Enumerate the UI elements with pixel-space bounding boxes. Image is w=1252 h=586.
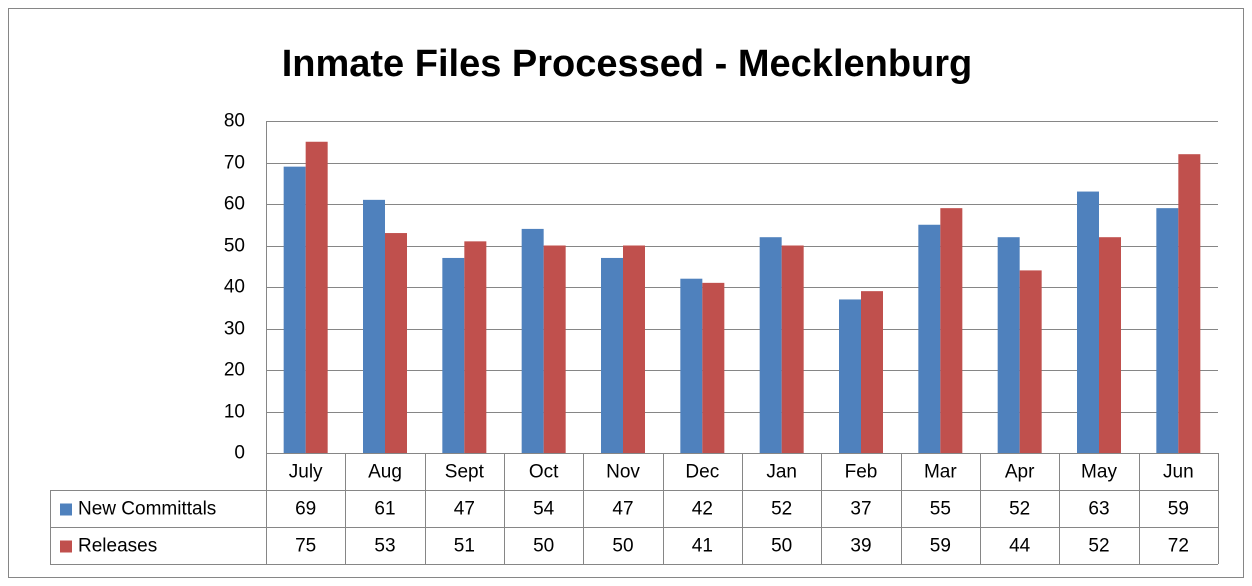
table-value: 51 (454, 536, 475, 557)
bar (543, 245, 566, 453)
y-tick-label: 10 (224, 402, 245, 423)
bar (601, 257, 623, 453)
chart-title: Inmate Files Processed - Mecklenburg (282, 43, 973, 85)
bar (283, 166, 306, 453)
x-tick-label: Jan (766, 462, 797, 483)
bar (363, 199, 385, 453)
legend-key (60, 503, 72, 516)
table-value: 39 (850, 536, 871, 557)
x-tick-label: Aug (368, 462, 402, 483)
bar (305, 141, 328, 453)
table-value: 52 (771, 499, 792, 520)
table-value: 53 (374, 536, 395, 557)
table-value: 61 (374, 499, 395, 520)
table-value: 59 (930, 536, 951, 557)
bar (623, 245, 645, 453)
y-tick-label: 20 (224, 360, 245, 381)
legend-key (60, 540, 72, 553)
y-tick-label: 30 (224, 319, 245, 340)
bar (839, 299, 861, 453)
bar (918, 224, 941, 453)
y-tick-label: 80 (224, 111, 245, 132)
table-value: 44 (1009, 536, 1031, 557)
x-tick-label: Mar (924, 462, 957, 483)
table-value: 37 (850, 499, 871, 520)
table-value: 63 (1088, 499, 1109, 520)
y-tick-label: 0 (234, 443, 245, 464)
y-tick-label: 60 (224, 194, 245, 215)
x-tick-label: Apr (1005, 462, 1035, 483)
bar (1099, 237, 1121, 453)
table-value: 50 (533, 536, 554, 557)
table-value: 72 (1168, 536, 1189, 557)
table-value: 42 (692, 499, 713, 520)
table-value: 47 (454, 499, 475, 520)
bar (1156, 208, 1179, 453)
bar (680, 278, 703, 453)
x-tick-label: Nov (606, 462, 640, 483)
bar (997, 237, 1020, 453)
y-tick-label: 70 (224, 153, 245, 174)
bar (1178, 154, 1201, 453)
x-tick-label: July (289, 462, 323, 483)
x-tick-label: Dec (685, 462, 719, 483)
y-tick-label: 40 (224, 277, 245, 298)
table-value: 52 (1088, 536, 1109, 557)
bar (781, 245, 804, 453)
table-value: 50 (612, 536, 633, 557)
bar (385, 233, 407, 453)
table-value: 75 (295, 536, 316, 557)
bar (442, 257, 465, 453)
x-tick-label: May (1081, 462, 1117, 483)
x-tick-label: Sept (445, 462, 485, 483)
bar (521, 228, 544, 453)
bar (940, 208, 963, 453)
table-value: 55 (930, 499, 951, 520)
table-value: 69 (295, 499, 316, 520)
x-tick-label: Oct (529, 462, 559, 483)
table-value: 59 (1168, 499, 1189, 520)
table-value: 50 (771, 536, 792, 557)
legend-label: New Committals (78, 499, 216, 520)
x-tick-label: Jun (1163, 462, 1194, 483)
bar (464, 241, 487, 453)
bar (1077, 191, 1099, 454)
table-value: 52 (1009, 499, 1030, 520)
legend-label: Releases (78, 536, 157, 557)
table-value: 41 (692, 536, 713, 557)
x-tick-label: Feb (845, 462, 878, 483)
table-value: 54 (533, 499, 555, 520)
bar (759, 237, 782, 453)
table-value: 47 (612, 499, 633, 520)
bar (861, 291, 883, 453)
bar (702, 282, 725, 453)
y-tick-label: 50 (224, 236, 245, 257)
bar (1019, 270, 1042, 453)
